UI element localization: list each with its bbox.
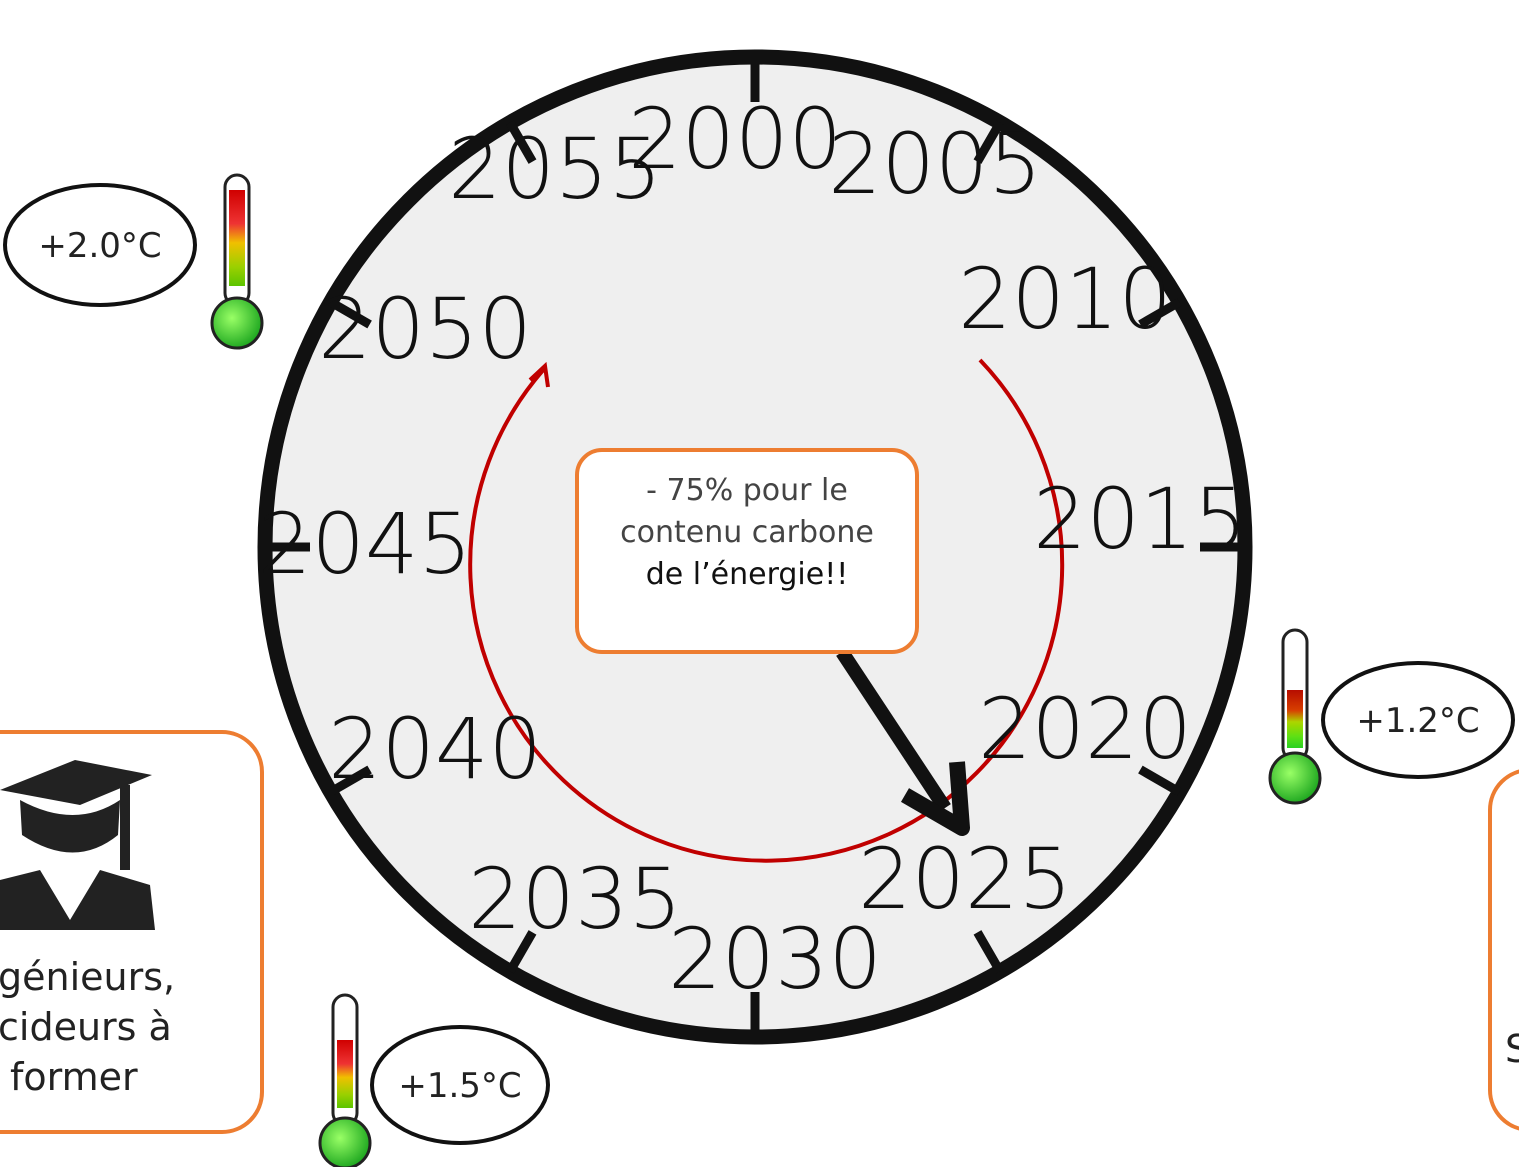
clock-tick bbox=[1138, 298, 1182, 329]
clock-tick bbox=[328, 765, 372, 796]
thermometer bbox=[210, 173, 264, 350]
center-note-line: contenu carbone bbox=[620, 515, 874, 550]
left-box-line: former bbox=[10, 1055, 138, 1099]
temperature: +1.5°C bbox=[398, 1066, 521, 1106]
temperature: +1.2°C bbox=[1356, 701, 1479, 741]
year-label: 2050 bbox=[318, 280, 532, 378]
clock-hand-head bbox=[900, 761, 970, 836]
clock-ticks bbox=[265, 57, 1245, 1037]
clock-hand bbox=[836, 648, 951, 812]
cycle-arrow-head bbox=[528, 361, 550, 388]
clock-tick bbox=[973, 120, 1004, 164]
temp-oval bbox=[370, 1025, 550, 1145]
year-label: 2005 bbox=[828, 115, 1042, 213]
center-note-line: de l’énergie!! bbox=[646, 557, 849, 592]
year-label: 2010 bbox=[958, 250, 1172, 348]
clock-tick bbox=[506, 120, 537, 164]
year-label: 2020 bbox=[978, 680, 1192, 778]
center-note-line: - 75% pour le bbox=[646, 473, 848, 508]
right-box bbox=[1488, 769, 1519, 1131]
year-label: 2055 bbox=[448, 120, 662, 218]
year-label: 2000 bbox=[628, 90, 842, 188]
year-label: 2015 bbox=[1033, 470, 1247, 568]
year-label: 2030 bbox=[668, 910, 882, 1008]
clock-tick bbox=[973, 930, 1004, 974]
clock-tick bbox=[1138, 765, 1182, 796]
right-box-line: S bbox=[1505, 1027, 1519, 1071]
clock-tick bbox=[328, 298, 372, 329]
left-box-line: cideurs à bbox=[0, 1005, 172, 1049]
temp-oval bbox=[1321, 661, 1515, 779]
year-label: 2035 bbox=[468, 850, 682, 948]
cycle-arrow bbox=[468, 358, 1065, 863]
thermometer bbox=[1268, 628, 1322, 805]
temp-oval bbox=[3, 183, 197, 307]
graduate-icon bbox=[0, 760, 155, 930]
year-label: 2040 bbox=[328, 700, 542, 798]
year-label: 2045 bbox=[258, 495, 472, 593]
thermometer bbox=[318, 993, 372, 1167]
temperature: +2.0°C bbox=[38, 226, 161, 266]
year-label: 2025 bbox=[858, 830, 1072, 928]
center-note-box bbox=[575, 448, 919, 654]
left-box-line: génieurs, bbox=[0, 955, 175, 999]
clock-tick bbox=[506, 930, 537, 974]
